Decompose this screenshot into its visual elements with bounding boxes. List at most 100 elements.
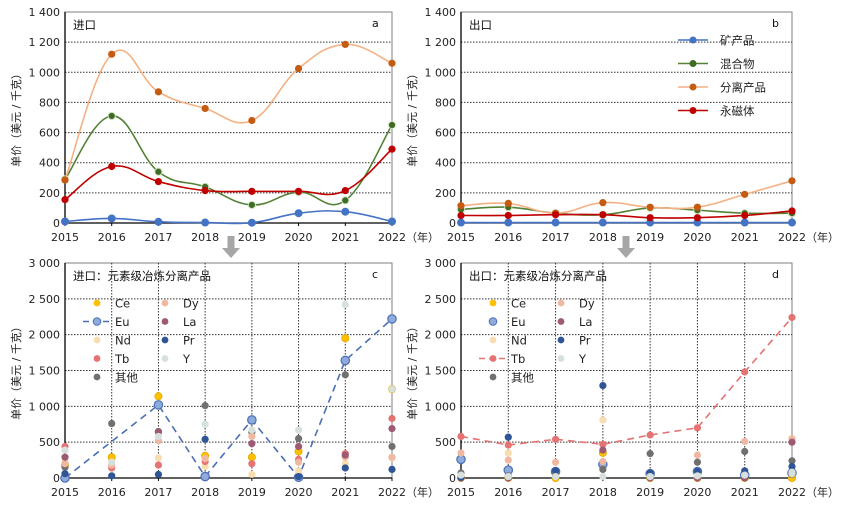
x-tick-label: 2022 bbox=[378, 486, 406, 499]
x-tick-label: 2016 bbox=[494, 486, 522, 499]
y-tick-label: 3 000 bbox=[425, 257, 457, 270]
data-point bbox=[108, 419, 116, 428]
legend-label: Dy bbox=[183, 297, 199, 311]
legend-label: La bbox=[183, 315, 196, 329]
legend-marker bbox=[161, 336, 169, 344]
data-point bbox=[341, 300, 349, 309]
y-tick-label: 400 bbox=[435, 157, 456, 170]
legend-marker bbox=[557, 355, 565, 362]
x-tick-label: 2020 bbox=[683, 231, 711, 244]
legend-marker bbox=[93, 355, 101, 362]
data-point bbox=[154, 177, 163, 186]
data-point bbox=[646, 214, 654, 222]
data-point bbox=[388, 424, 396, 433]
data-point bbox=[341, 464, 349, 472]
data-point bbox=[108, 458, 116, 466]
data-point bbox=[693, 472, 702, 480]
legend-label: Pr bbox=[579, 334, 591, 348]
chart-panel-c: 0 500 1 000 1 500 2 000 2 500 3 000 2015 2016 201… bbox=[10, 257, 439, 499]
y-tick-label: 0 bbox=[53, 217, 60, 230]
series-line-Tb bbox=[460, 316, 793, 446]
data-point bbox=[341, 334, 350, 343]
y-axis-label: 单价（美元 / 千克） bbox=[10, 68, 23, 167]
x-tick-label: 2018 bbox=[191, 231, 219, 244]
panel-title: 进口 bbox=[73, 18, 96, 32]
legend-marker bbox=[93, 299, 101, 307]
x-tick-label: 2015 bbox=[51, 486, 79, 499]
data-point bbox=[457, 211, 465, 220]
y-tick-label: 0 bbox=[449, 472, 456, 485]
data-point bbox=[154, 88, 163, 96]
series-line-2 bbox=[460, 180, 793, 215]
data-point bbox=[551, 458, 560, 466]
data-point bbox=[341, 196, 350, 205]
data-point bbox=[551, 211, 560, 219]
x-tick-label: 2021 bbox=[731, 231, 759, 244]
data-point bbox=[294, 467, 303, 475]
legend-label: 混合物 bbox=[720, 57, 755, 71]
x-axis-label: （年） bbox=[406, 230, 439, 244]
y-tick-label: 500 bbox=[39, 436, 60, 449]
data-point bbox=[61, 196, 69, 204]
legend-marker bbox=[489, 299, 497, 307]
x-tick-label: 2017 bbox=[542, 486, 570, 499]
down-arrow-icon bbox=[222, 236, 240, 258]
data-point bbox=[61, 217, 69, 226]
data-point bbox=[201, 104, 209, 113]
x-tick-label: 2020 bbox=[683, 486, 711, 499]
data-point bbox=[693, 458, 702, 466]
data-point bbox=[388, 414, 396, 423]
legend-label: 其他 bbox=[115, 371, 138, 385]
x-tick-label: 2021 bbox=[331, 231, 359, 244]
legend-marker bbox=[489, 355, 497, 362]
data-point bbox=[248, 440, 256, 448]
data-point bbox=[646, 450, 654, 458]
data-point bbox=[108, 50, 116, 58]
data-point bbox=[107, 111, 116, 121]
data-point bbox=[599, 199, 607, 207]
legend-label: Eu bbox=[115, 315, 130, 329]
y-axis-label: 单价（美元 / 千克） bbox=[406, 68, 419, 167]
y-tick-label: 800 bbox=[39, 96, 60, 109]
data-point bbox=[107, 214, 116, 223]
legend-marker bbox=[689, 36, 697, 44]
data-point bbox=[457, 432, 465, 441]
data-point bbox=[599, 465, 607, 473]
data-point bbox=[341, 40, 349, 49]
legend-label: Dy bbox=[579, 297, 595, 311]
data-point bbox=[504, 211, 512, 220]
data-point bbox=[247, 200, 256, 210]
data-point bbox=[154, 461, 163, 469]
legend-label: Tb bbox=[510, 352, 525, 366]
data-point bbox=[741, 368, 749, 376]
data-point bbox=[201, 420, 209, 428]
data-point bbox=[788, 468, 796, 476]
data-point bbox=[248, 116, 256, 125]
data-point bbox=[61, 176, 69, 184]
data-point bbox=[693, 451, 702, 459]
data-point bbox=[248, 432, 256, 441]
data-point bbox=[154, 432, 163, 441]
data-point bbox=[388, 385, 396, 393]
y-tick-label: 3 000 bbox=[29, 257, 61, 270]
data-point bbox=[294, 426, 303, 434]
data-point bbox=[788, 457, 796, 465]
legend-label: 其他 bbox=[511, 371, 534, 385]
data-point bbox=[108, 162, 116, 171]
data-point bbox=[340, 355, 351, 366]
legend-marker bbox=[557, 336, 565, 344]
legend-marker bbox=[489, 373, 497, 381]
data-point bbox=[599, 446, 607, 454]
data-point bbox=[551, 467, 560, 475]
arrow-shaft bbox=[227, 236, 235, 248]
data-point bbox=[294, 442, 303, 451]
data-point bbox=[388, 442, 396, 451]
series-line-0 bbox=[64, 210, 393, 225]
x-tick-label: 2017 bbox=[542, 231, 570, 244]
data-point bbox=[108, 472, 116, 480]
data-point bbox=[599, 440, 607, 448]
x-tick-label: 2015 bbox=[447, 231, 475, 244]
legend-label: 矿产品 bbox=[720, 34, 755, 48]
data-point bbox=[61, 460, 69, 468]
arrow-head bbox=[617, 248, 635, 258]
